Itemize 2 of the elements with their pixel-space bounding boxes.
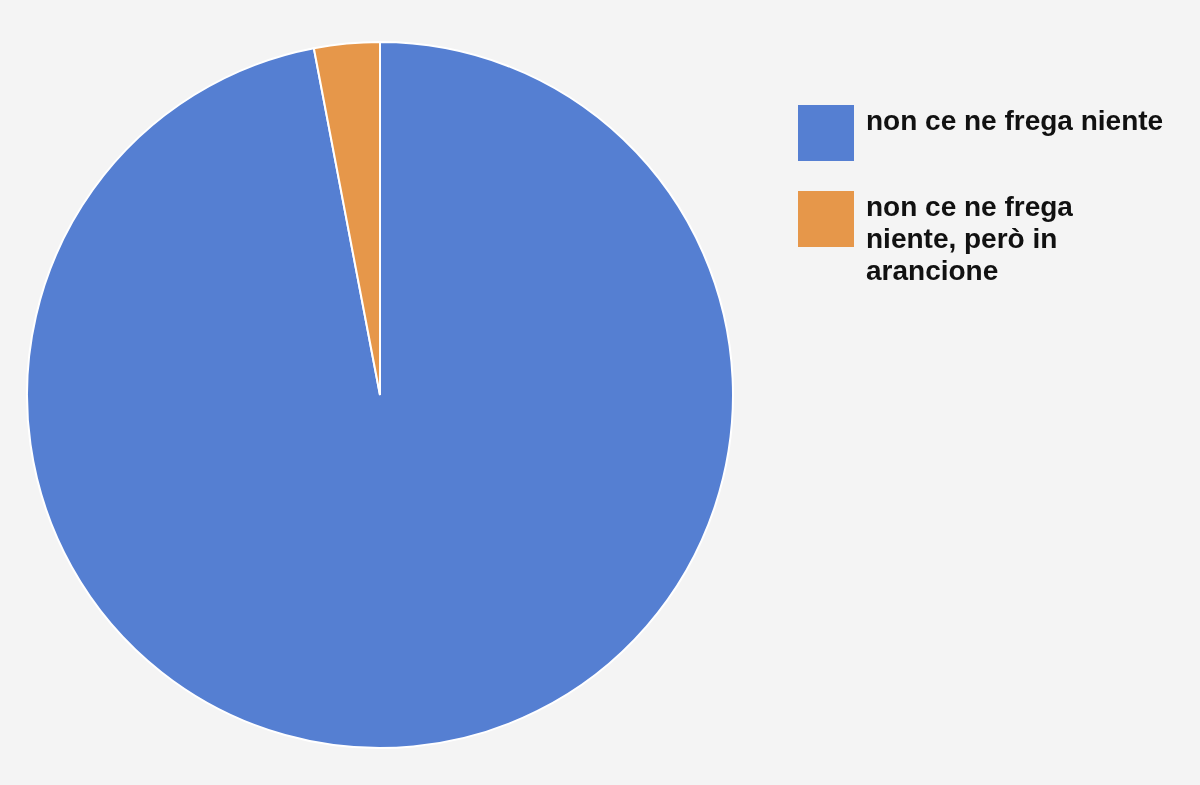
legend-label: non ce ne frega niente, però in arancione — [866, 191, 1074, 287]
legend-label: non ce ne frega niente — [866, 105, 1164, 137]
